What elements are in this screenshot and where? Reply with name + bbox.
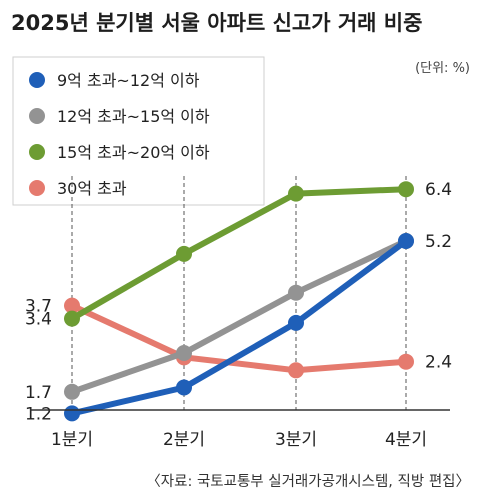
legend-label: 15억 초과~20억 이하 (57, 143, 210, 162)
legend-label: 30억 초과 (57, 179, 127, 198)
x-tick-label: 4분기 (385, 430, 427, 450)
x-tick-label: 2분기 (163, 430, 205, 450)
series-line (69, 186, 409, 322)
data-point (288, 314, 304, 331)
source-note: 〈자료: 국토교통부 실거래가공개시스템, 직방 편집〉 (146, 473, 470, 490)
data-point (398, 181, 414, 198)
series-layer (64, 181, 414, 422)
data-point (288, 362, 304, 379)
data-point (64, 383, 80, 400)
data-point (176, 245, 192, 262)
x-tick-labels: 1분기 2분기 3분기 4분기 (51, 430, 427, 450)
data-label: 3.4 (25, 310, 52, 330)
legend-label: 9억 초과~12억 이하 (57, 71, 200, 90)
data-label: 2.4 (425, 353, 452, 373)
data-point (64, 310, 80, 327)
data-point (64, 405, 80, 422)
data-label: 1.7 (25, 383, 52, 403)
legend-label: 12억 초과~15억 이하 (57, 107, 210, 126)
chart-title: 2025년 분기별 서울 아파트 신고가 거래 비중 (11, 11, 422, 35)
legend: 9억 초과~12억 이하 12억 초과~15억 이하 15억 초과~20억 이하 30… (29, 71, 210, 198)
data-label: 3.7 (25, 297, 52, 317)
data-label: 1.2 (25, 404, 52, 424)
data-point (64, 297, 80, 314)
data-point (398, 353, 414, 370)
legend-marker (29, 108, 45, 124)
data-point (288, 284, 304, 301)
data-labels: 1.2 5.2 1.7 3.4 6.4 3.7 2.4 (25, 180, 452, 424)
legend-marker (29, 180, 45, 196)
x-tick-label: 3분기 (275, 430, 317, 450)
legend-marker (29, 72, 45, 88)
series-line (69, 238, 409, 395)
data-label: 6.4 (425, 180, 452, 200)
legend-box (12, 56, 265, 206)
data-point (176, 345, 192, 361)
data-label: 5.2 (425, 232, 452, 252)
gridlines (71, 176, 407, 410)
unit-label: (단위: %) (415, 61, 470, 76)
data-point (288, 185, 304, 202)
legend-marker (29, 144, 45, 160)
data-point (176, 379, 192, 396)
data-point (398, 233, 414, 249)
series-line (69, 302, 409, 374)
x-tick-label: 1분기 (51, 430, 93, 450)
series-line (69, 238, 409, 417)
